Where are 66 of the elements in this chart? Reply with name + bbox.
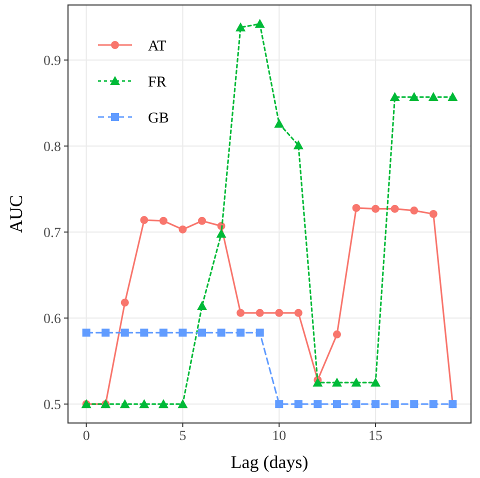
x-tick-label: 0 [82, 429, 90, 444]
point [448, 92, 458, 102]
point [82, 328, 90, 337]
point [275, 400, 284, 408]
point [178, 399, 188, 408]
point [217, 328, 226, 337]
point [140, 328, 148, 337]
legend-label: AT [148, 38, 166, 54]
x-tick-label: 10 [272, 429, 286, 444]
point [332, 378, 342, 387]
point [158, 399, 168, 408]
point [139, 399, 150, 408]
y-tick-label: 0.6 [44, 312, 61, 327]
point [236, 308, 245, 317]
point [390, 204, 399, 213]
point [429, 400, 438, 408]
point [275, 308, 284, 317]
point [274, 118, 284, 128]
y-tick-label: 0.5 [44, 398, 61, 413]
point [254, 18, 265, 28]
y-tick-label: 0.7 [44, 226, 61, 241]
legend-label: FR [148, 74, 166, 90]
point [256, 328, 264, 337]
point [409, 92, 420, 102]
point [312, 378, 323, 387]
point [428, 92, 438, 102]
point [293, 140, 304, 150]
point [216, 228, 226, 238]
point [372, 204, 380, 213]
x-tick-label: 5 [179, 429, 186, 444]
point [120, 298, 129, 307]
point [294, 308, 302, 317]
point [198, 328, 206, 337]
point [236, 328, 245, 337]
point [178, 225, 187, 234]
point [390, 92, 400, 102]
y-tick-label: 0.8 [44, 140, 61, 155]
point [294, 400, 302, 408]
point [178, 328, 187, 337]
y-tick-label: 0.9 [44, 54, 61, 69]
point [370, 378, 381, 387]
legend-label: GB [148, 110, 169, 126]
point [410, 206, 418, 215]
point [140, 216, 148, 224]
point [314, 400, 322, 408]
point [352, 204, 360, 212]
point [159, 328, 168, 337]
point [198, 216, 206, 225]
point [352, 400, 360, 408]
point [372, 400, 380, 408]
point [120, 328, 129, 337]
point [120, 399, 130, 408]
x-axis-title: Lag (days) [230, 452, 308, 472]
point [332, 400, 341, 408]
point [351, 378, 362, 387]
point [256, 308, 264, 317]
x-tick-label: 15 [368, 429, 383, 444]
point [159, 216, 168, 225]
point [332, 330, 341, 338]
point [410, 400, 418, 408]
point [102, 328, 110, 337]
point [429, 210, 438, 218]
point [197, 301, 208, 310]
y-axis-title: AUC [6, 194, 26, 234]
point [390, 400, 399, 408]
point [236, 22, 246, 32]
